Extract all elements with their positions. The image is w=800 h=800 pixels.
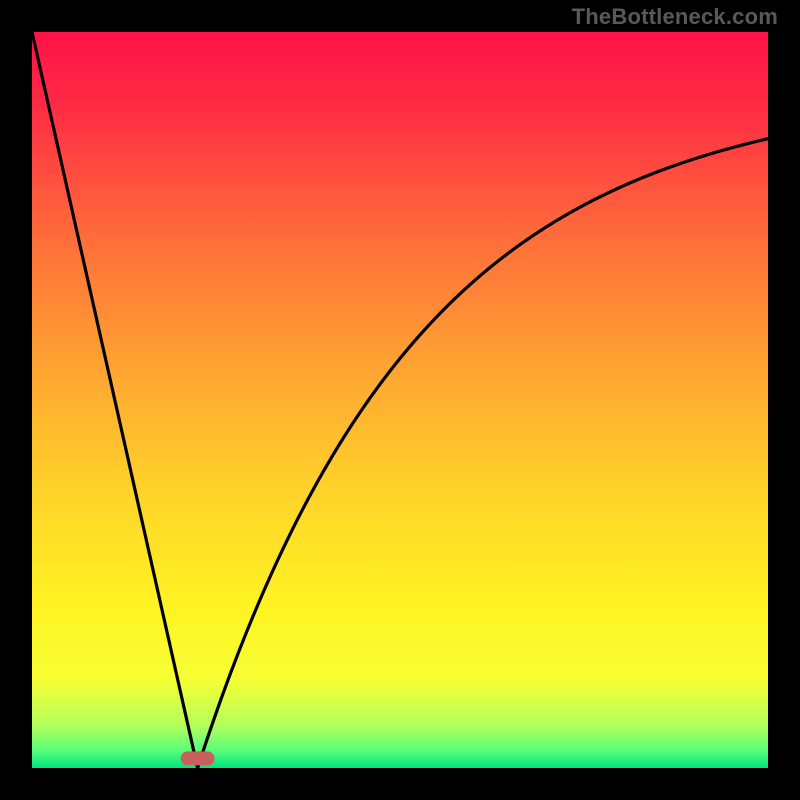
plot-border — [768, 0, 800, 800]
plot-border — [0, 768, 800, 800]
chart-svg — [0, 0, 800, 800]
plot-border — [0, 0, 32, 800]
watermark-text: TheBottleneck.com — [572, 4, 778, 30]
chart-frame: TheBottleneck.com — [0, 0, 800, 800]
dip-marker — [181, 751, 215, 765]
gradient-background — [32, 32, 768, 768]
